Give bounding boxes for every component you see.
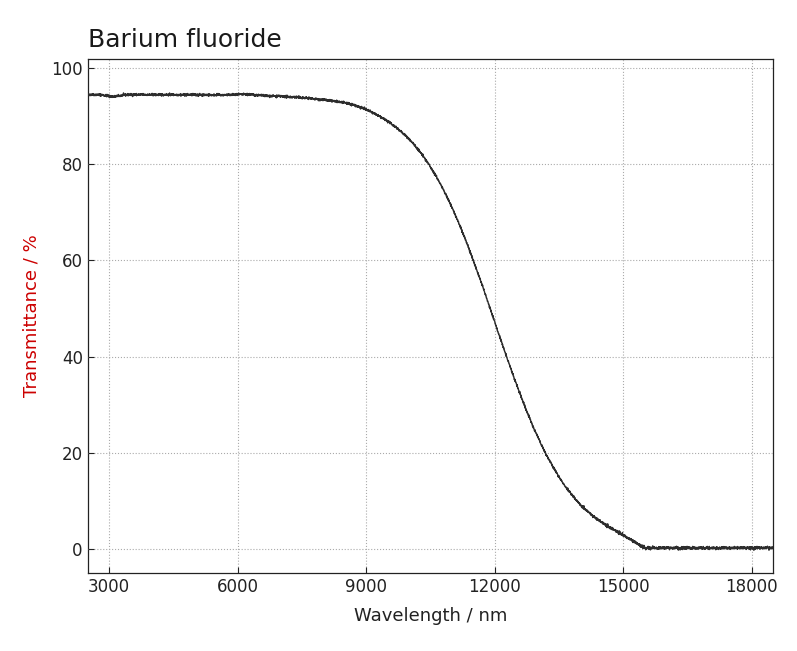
- Y-axis label: Transmittance / %: Transmittance / %: [22, 234, 40, 397]
- Text: Barium fluoride: Barium fluoride: [88, 29, 281, 53]
- X-axis label: Wavelength / nm: Wavelength / nm: [354, 607, 507, 625]
